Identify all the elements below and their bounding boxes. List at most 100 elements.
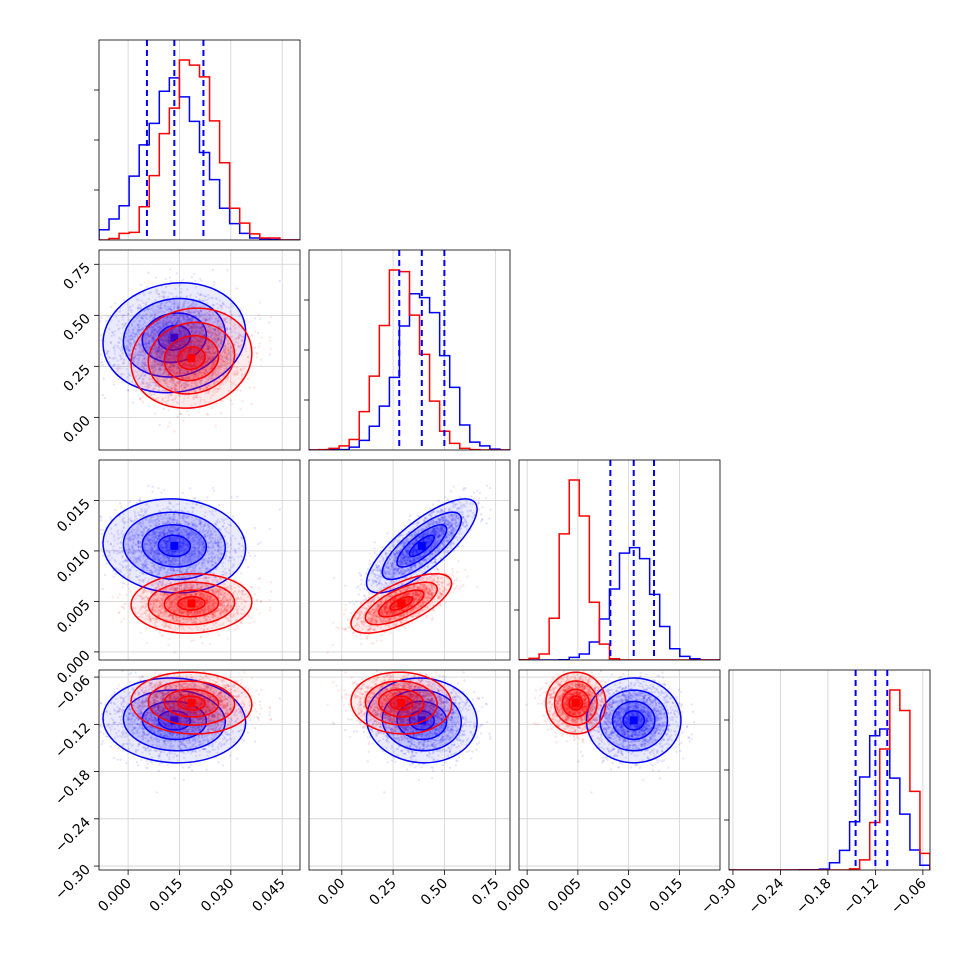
scatter-point bbox=[259, 301, 261, 303]
scatter-point bbox=[96, 339, 98, 341]
scatter-point bbox=[213, 284, 215, 286]
scatter-point bbox=[270, 316, 272, 318]
scatter-point bbox=[220, 412, 222, 414]
scatter-point bbox=[142, 401, 144, 403]
scatter-point bbox=[260, 359, 262, 361]
scatter-point bbox=[158, 424, 160, 426]
scatter-point bbox=[240, 389, 242, 391]
scatter-point bbox=[102, 364, 104, 366]
scatter-point bbox=[147, 272, 149, 274]
scatter-point bbox=[270, 348, 272, 350]
scatter-point bbox=[215, 425, 217, 427]
scatter-point bbox=[113, 383, 115, 385]
scatter-point bbox=[215, 403, 217, 405]
scatter-point bbox=[170, 280, 172, 282]
scatter-point bbox=[105, 320, 107, 322]
scatter-point bbox=[213, 490, 215, 492]
scatter-point bbox=[254, 555, 256, 557]
scatter-point bbox=[182, 279, 184, 281]
scatter-point bbox=[193, 273, 195, 275]
scatter-point bbox=[169, 276, 171, 278]
scatter-point bbox=[236, 389, 238, 391]
scatter-point bbox=[200, 280, 202, 282]
scatter-point bbox=[140, 284, 142, 286]
scatter-point bbox=[253, 386, 255, 388]
scatter-point bbox=[142, 396, 144, 398]
scatter-point bbox=[255, 356, 257, 358]
scatter-point bbox=[230, 399, 232, 401]
scatter-point bbox=[167, 409, 169, 411]
scatter-point bbox=[102, 554, 104, 556]
scatter-point bbox=[100, 317, 102, 319]
scatter-point bbox=[95, 381, 97, 383]
scatter-point bbox=[256, 353, 258, 355]
scatter-point bbox=[83, 339, 85, 341]
scatter-point bbox=[259, 342, 261, 344]
scatter-point bbox=[258, 314, 260, 316]
scatter-point bbox=[164, 278, 166, 280]
scatter-point bbox=[222, 400, 224, 402]
scatter-point bbox=[100, 334, 102, 336]
scatter-point bbox=[197, 411, 199, 413]
scatter-point bbox=[139, 397, 141, 399]
scatter-point bbox=[173, 430, 175, 432]
scatter-point bbox=[100, 548, 102, 550]
scatter-point bbox=[239, 408, 241, 410]
scatter-point bbox=[227, 397, 229, 399]
scatter-point bbox=[241, 400, 243, 402]
scatter-point bbox=[127, 389, 129, 391]
scatter-point bbox=[93, 349, 95, 351]
scatter-point bbox=[135, 389, 137, 391]
scatter-point bbox=[247, 378, 249, 380]
scatter-point bbox=[194, 280, 196, 282]
scatter-point bbox=[102, 378, 104, 380]
scatter-point bbox=[191, 276, 193, 278]
scatter-point bbox=[182, 419, 184, 421]
scatter-point bbox=[168, 421, 170, 423]
scatter-point bbox=[163, 408, 165, 410]
scatter-point bbox=[188, 414, 190, 416]
scatter-point bbox=[257, 332, 259, 334]
scatter-point bbox=[146, 286, 148, 288]
scatter-point bbox=[211, 407, 213, 409]
scatter-point bbox=[93, 543, 95, 545]
scatter-point bbox=[104, 397, 106, 399]
scatter-point bbox=[96, 321, 98, 323]
scatter-point bbox=[132, 401, 134, 403]
scatter-point bbox=[213, 281, 215, 283]
scatter-point bbox=[259, 318, 261, 320]
scatter-point bbox=[169, 268, 171, 270]
scatter-point bbox=[212, 269, 214, 271]
scatter-point bbox=[199, 278, 201, 280]
scatter-point bbox=[186, 410, 188, 412]
scatter-point bbox=[176, 272, 178, 274]
scatter-point bbox=[279, 280, 281, 282]
scatter-point bbox=[231, 403, 233, 405]
scatter-point bbox=[236, 495, 238, 497]
scatter-point bbox=[248, 321, 250, 323]
scatter-point bbox=[151, 490, 153, 492]
scatter-point bbox=[268, 336, 270, 338]
scatter-point bbox=[226, 269, 228, 271]
scatter-point bbox=[207, 414, 209, 416]
scatter-point bbox=[114, 302, 116, 304]
scatter-point bbox=[105, 562, 107, 564]
scatter-point bbox=[96, 349, 98, 351]
scatter-point bbox=[254, 330, 256, 332]
scatter-point bbox=[167, 425, 169, 427]
scatter-point bbox=[102, 394, 104, 396]
scatter-point bbox=[251, 334, 253, 336]
scatter-point bbox=[236, 287, 238, 289]
scatter-point bbox=[100, 354, 102, 356]
scatter-point bbox=[176, 416, 178, 418]
scatter-point bbox=[268, 321, 270, 323]
density-peak bbox=[187, 354, 195, 362]
scatter-point bbox=[107, 315, 109, 317]
scatter-point bbox=[269, 353, 271, 355]
scatter-point bbox=[250, 403, 252, 405]
scatter-point bbox=[269, 340, 271, 342]
scatter-point bbox=[248, 386, 250, 388]
scatter-point bbox=[155, 276, 157, 278]
